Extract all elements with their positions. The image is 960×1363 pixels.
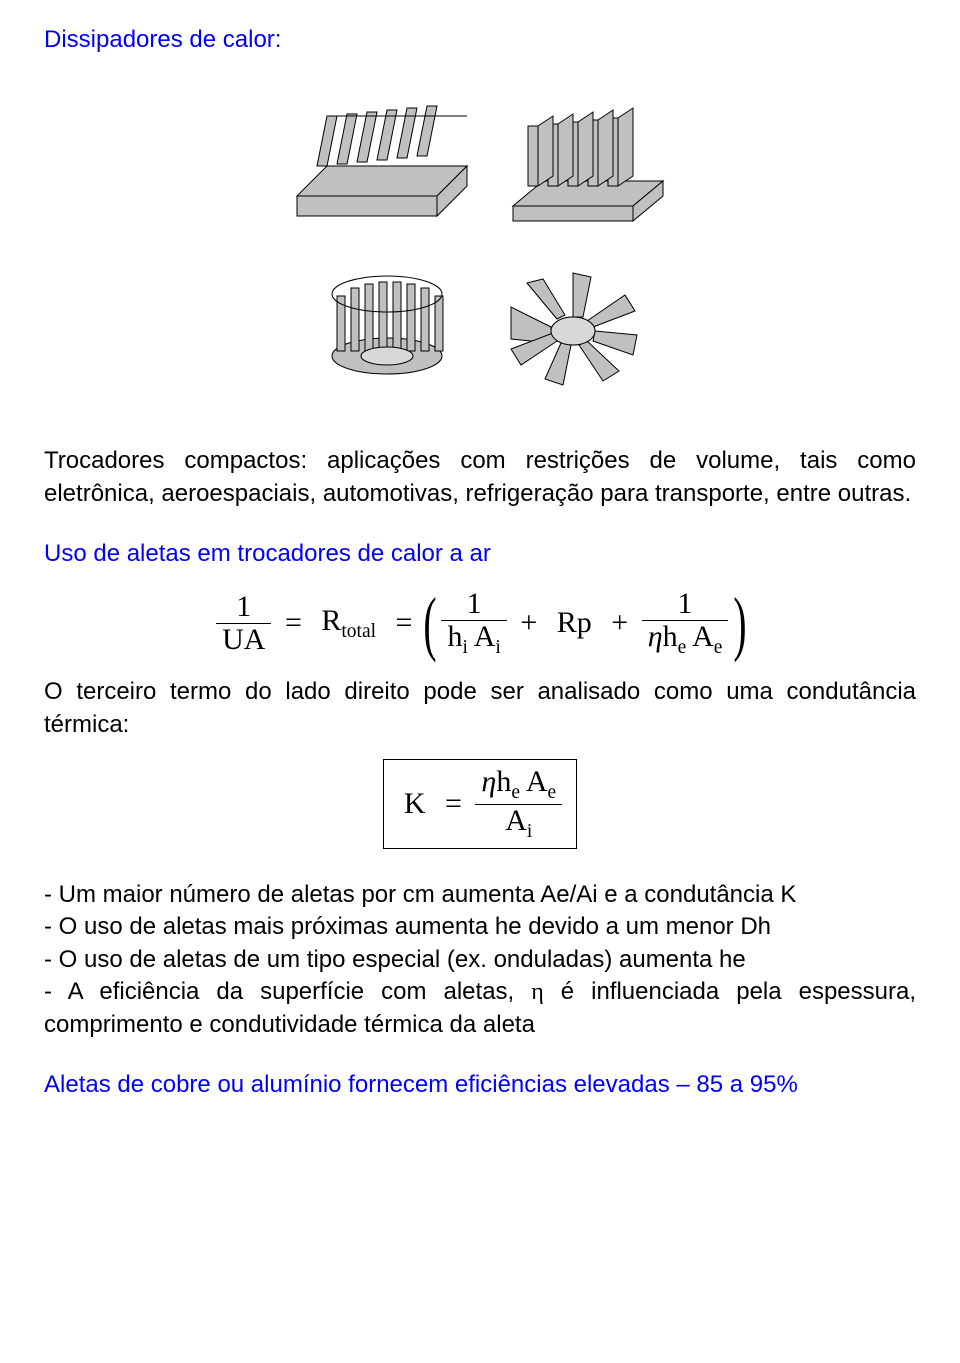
eq1-f2-den: hi Ai xyxy=(441,621,506,658)
page: Dissipadores de calor: xyxy=(0,0,960,1141)
eq2-num-A-sub: e xyxy=(548,782,557,803)
equation-2-box: K = ηhe Ae Ai xyxy=(383,759,577,849)
bullet-1: - Um maior número de aletas por cm aumen… xyxy=(44,879,916,911)
footer-line: Aletas de cobre ou alumínio fornecem efi… xyxy=(44,1069,916,1101)
eq1-f2-h-sub: i xyxy=(462,637,467,658)
eq1-rtotal-r: R xyxy=(321,604,341,637)
bullet-4-eta: η xyxy=(531,979,544,1005)
equation-2-wrapper: K = ηhe Ae Ai xyxy=(44,759,916,849)
eq1-rtotal: Rtotal xyxy=(321,601,376,645)
eq2-num-h: h xyxy=(496,765,511,798)
eq1-eq2: = xyxy=(396,603,413,644)
eq1-f2-h: h xyxy=(447,620,462,653)
eq1-f3-num: 1 xyxy=(642,588,729,621)
eq2-num-eta: η xyxy=(481,765,496,798)
heatsink-figures xyxy=(44,86,916,405)
heatsink-plate-icon xyxy=(493,86,693,236)
eq1-plus2: + xyxy=(611,603,628,644)
eq2-num: ηhe Ae xyxy=(475,766,562,804)
eq2-num-h-sub: e xyxy=(511,782,520,803)
eq1-f3-eta: η xyxy=(648,620,663,653)
eq1-f1-den: UA xyxy=(216,624,271,656)
bullet-3: - O uso de aletas de um tipo especial (e… xyxy=(44,944,916,976)
page-title: Dissipadores de calor: xyxy=(44,24,916,56)
eq1-rtotal-sub: total xyxy=(341,621,376,642)
eq2-K: K xyxy=(404,784,426,825)
eq2-den: Ai xyxy=(475,805,562,842)
eq2-num-A: A xyxy=(526,765,548,798)
eq2-eq: = xyxy=(445,784,462,825)
eq1-f3-den: ηhe Ae xyxy=(642,621,729,658)
after-eq1-text: O terceiro termo do lado direito pode se… xyxy=(44,676,916,741)
eq1-f2-num: 1 xyxy=(441,588,506,621)
eq1-plus1: + xyxy=(520,603,537,644)
eq1-f1-num: 1 xyxy=(216,591,271,624)
intro-paragraph: Trocadores compactos: aplicações com res… xyxy=(44,445,916,510)
equation-1: 1 UA = Rtotal = ( 1 hi Ai + Rp + 1 ηhe A… xyxy=(44,588,916,658)
heatsink-extruded-icon xyxy=(267,86,487,236)
eq1-rp: Rp xyxy=(557,603,592,644)
section-heading: Uso de aletas em trocadores de calor a a… xyxy=(44,538,916,570)
heatsink-round-icon xyxy=(297,246,477,396)
eq1-f2-A-sub: i xyxy=(495,637,500,658)
eq1-f3-h: h xyxy=(663,620,678,653)
heatsink-radial-icon xyxy=(483,246,663,396)
eq1-f3-A-sub: e xyxy=(714,637,723,658)
eq1-paren-left: ( xyxy=(423,595,436,653)
bullet-4a: - A eficiência da superfície com aletas, xyxy=(44,978,531,1005)
eq2-den-A-sub: i xyxy=(527,821,532,842)
eq1-f3-A: A xyxy=(692,620,714,653)
eq1-f3-h-sub: e xyxy=(678,637,687,658)
eq1-eq1: = xyxy=(285,603,302,644)
bullet-4: - A eficiência da superfície com aletas,… xyxy=(44,976,916,1041)
eq2-den-A: A xyxy=(505,804,527,837)
eq1-f2-A: A xyxy=(474,620,496,653)
eq1-paren-right: ) xyxy=(733,595,746,653)
bullet-2: - O uso de aletas mais próximas aumenta … xyxy=(44,911,916,943)
